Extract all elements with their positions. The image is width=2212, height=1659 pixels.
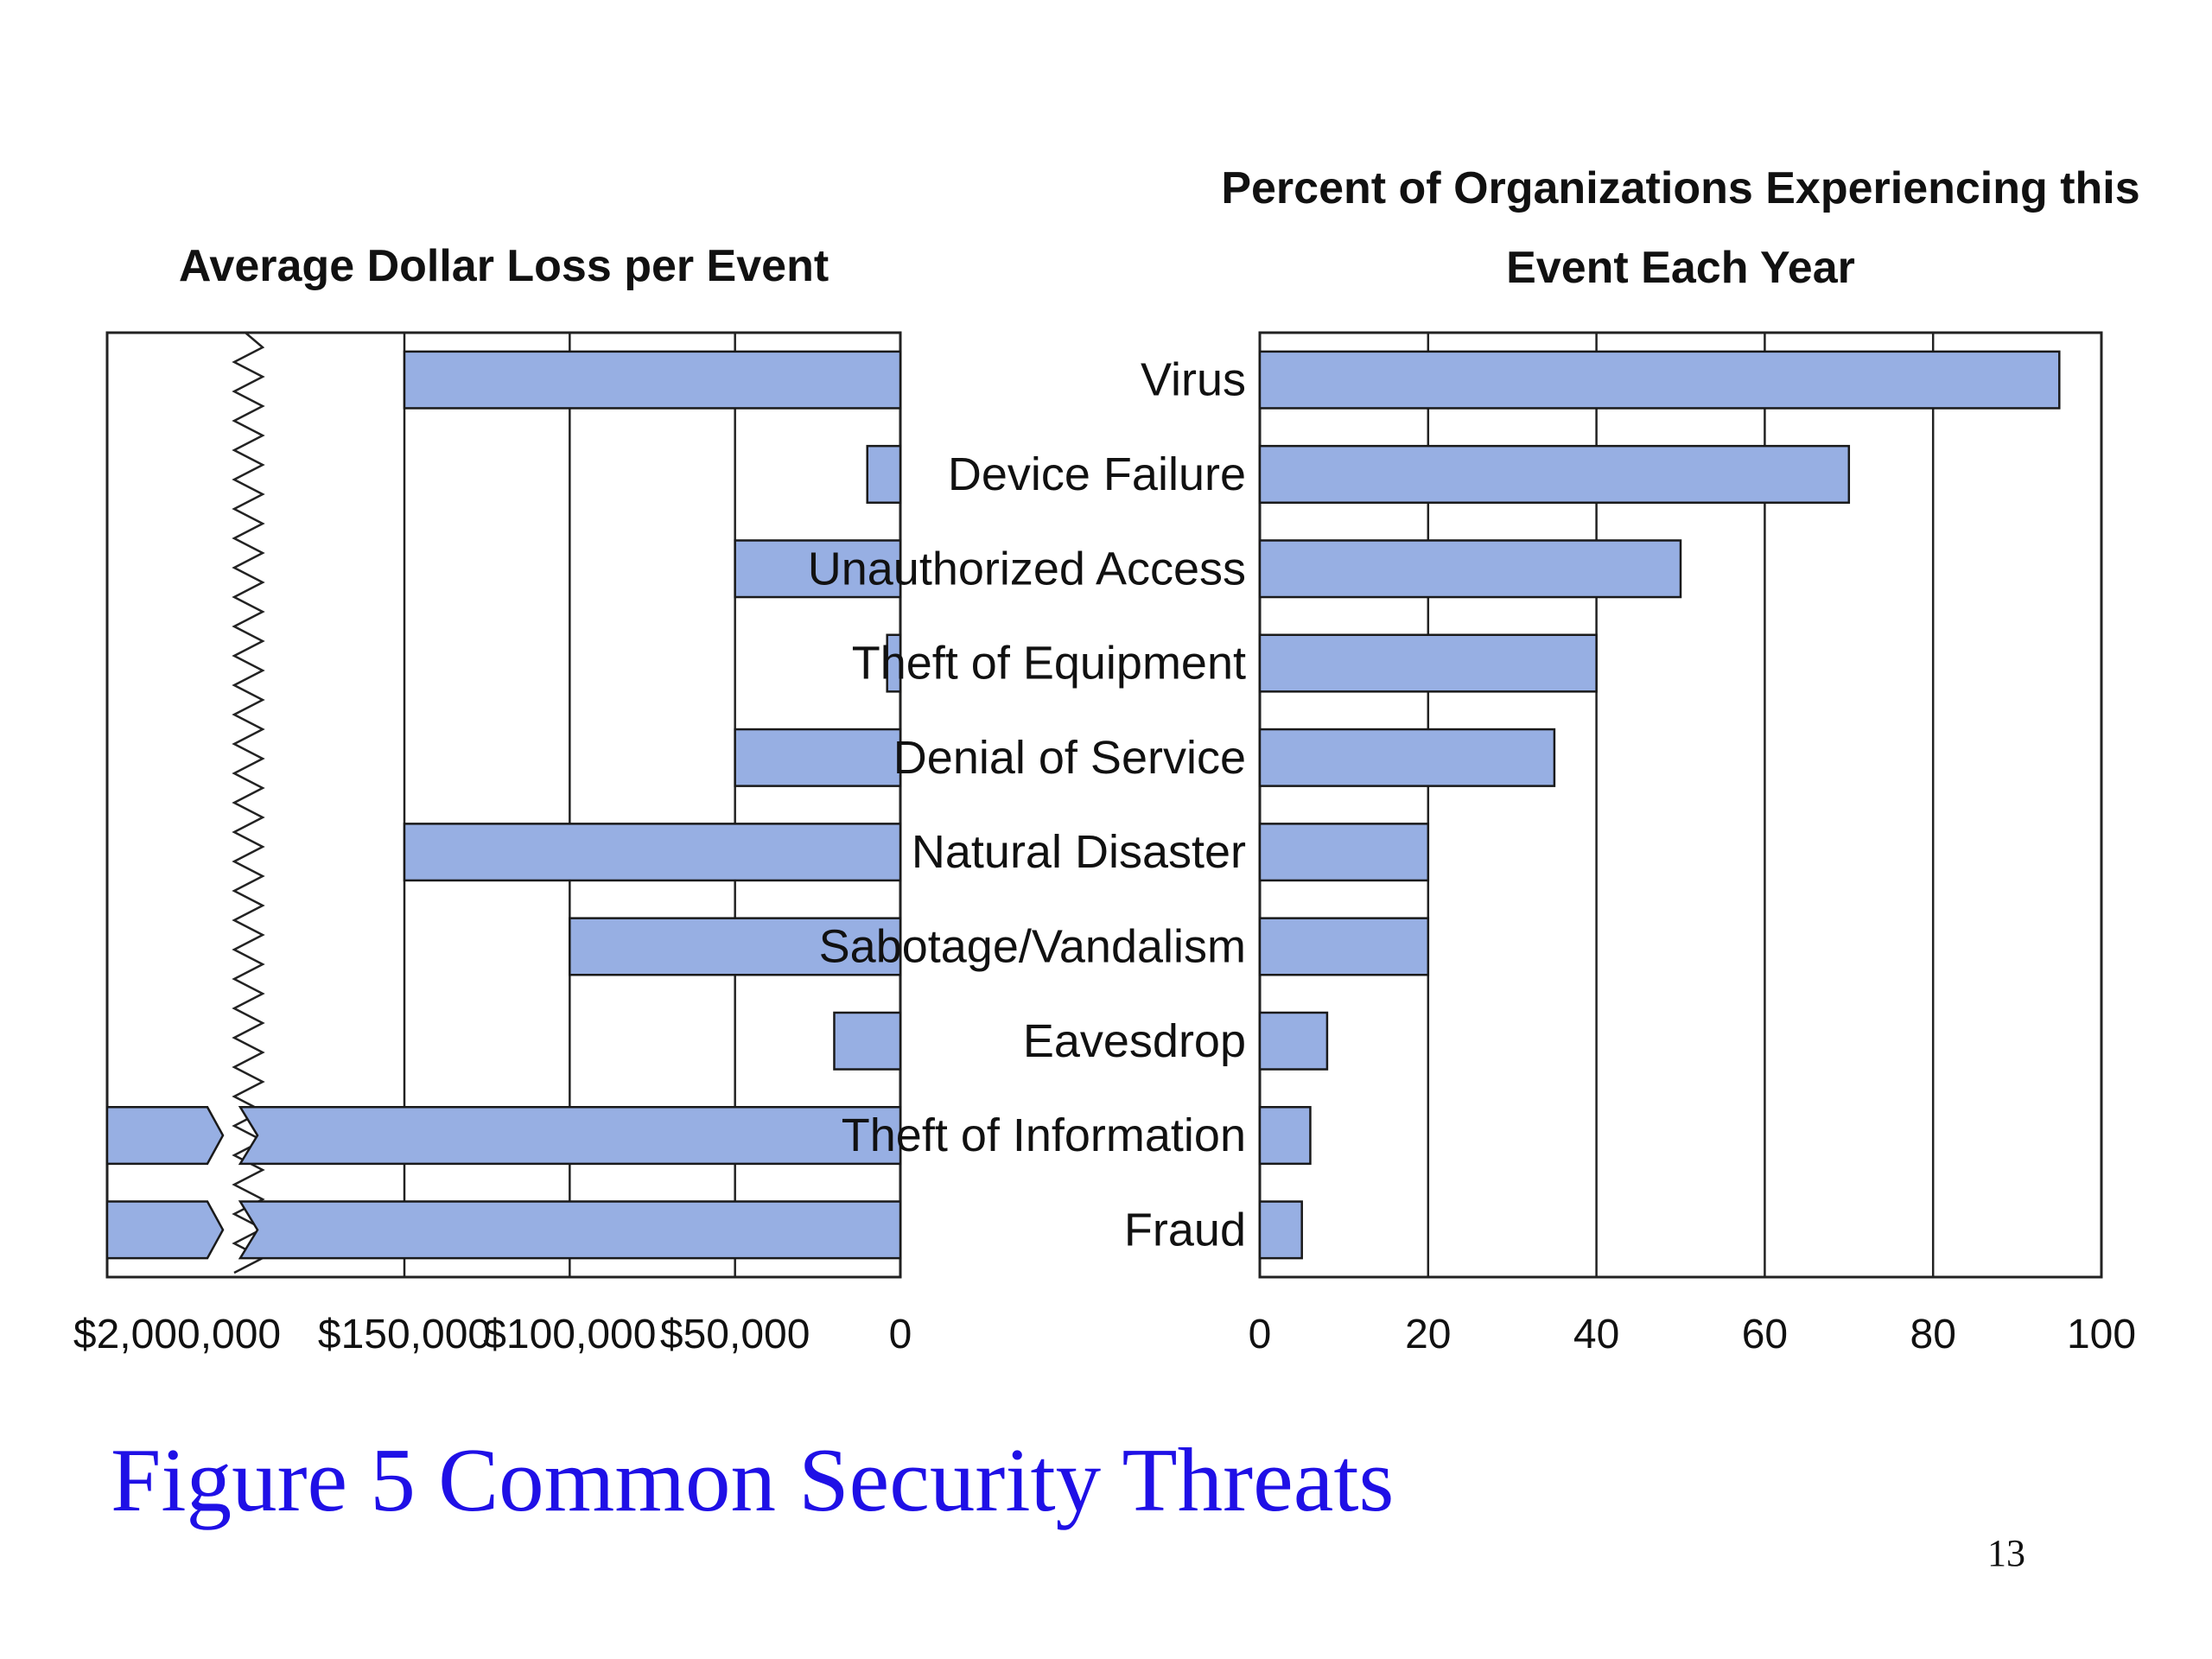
right-tick-label: 100 bbox=[2067, 1312, 2136, 1357]
left-bar bbox=[403, 350, 902, 410]
category-label: Unauthorized Access bbox=[808, 543, 1246, 594]
right-chart-title-line: Event Each Year bbox=[1506, 243, 1855, 293]
left-bar bbox=[105, 1106, 225, 1166]
left-tick-label: $50,000 bbox=[660, 1312, 810, 1357]
category-label: Sabotage/Vandalism bbox=[819, 920, 1246, 972]
category-label: Virus bbox=[1141, 354, 1246, 406]
category-label: Eavesdrop bbox=[1023, 1015, 1246, 1067]
right-plot-frame bbox=[1258, 331, 2103, 1279]
left-bar bbox=[238, 1106, 902, 1166]
slide-title: Figure 5 Common Security Threats bbox=[111, 1429, 1395, 1530]
left-tick-label: 0 bbox=[889, 1312, 912, 1357]
right-tick-label: 40 bbox=[1573, 1312, 1619, 1357]
left-tick-label: $100,000 bbox=[483, 1312, 656, 1357]
category-label: Natural Disaster bbox=[912, 826, 1246, 878]
security-threats-chart: 0 $50,000$100,000$150,000 $2,000,000 Averag… bbox=[73, 163, 2140, 1357]
right-bar bbox=[1258, 728, 1556, 787]
right-bar bbox=[1258, 1011, 1329, 1071]
left-bar bbox=[403, 823, 902, 882]
right-tick-label: 0 bbox=[1249, 1312, 1272, 1357]
category-label: Device Failure bbox=[948, 448, 1246, 500]
left-plot-frame bbox=[105, 331, 902, 1279]
category-label: Denial of Service bbox=[893, 732, 1246, 784]
slide-number: 13 bbox=[1987, 1532, 2025, 1574]
right-tick-label: 60 bbox=[1742, 1312, 1788, 1357]
left-tick-label: $2,000,000 bbox=[73, 1312, 281, 1357]
right-bar bbox=[1258, 917, 1430, 976]
left-bar bbox=[569, 917, 902, 976]
right-bar bbox=[1258, 444, 1851, 504]
right-tick-label: 80 bbox=[1910, 1312, 1956, 1357]
right-bar bbox=[1258, 539, 1682, 599]
left-bar bbox=[886, 633, 902, 693]
left-bar bbox=[866, 444, 902, 504]
right-bar bbox=[1258, 633, 1598, 693]
right-bar bbox=[1258, 1200, 1303, 1260]
left-bar bbox=[105, 1200, 225, 1260]
left-tick-label: $150,000 bbox=[318, 1312, 491, 1357]
right-bar bbox=[1258, 823, 1430, 882]
right-bar bbox=[1258, 1106, 1312, 1166]
category-label: Theft of Information bbox=[842, 1109, 1246, 1161]
left-bar bbox=[734, 539, 902, 599]
category-label: Fraud bbox=[1124, 1204, 1246, 1255]
left-bar bbox=[238, 1200, 902, 1260]
left-bar bbox=[734, 728, 902, 787]
right-bar bbox=[1258, 350, 2061, 410]
left-chart-title: Average Dollar Loss per Event bbox=[179, 241, 829, 291]
right-chart-title-line: Percent of Organizations Experiencing th… bbox=[1221, 163, 2139, 213]
category-label: Theft of Equipment bbox=[852, 638, 1246, 690]
left-bar bbox=[833, 1011, 902, 1071]
right-tick-label: 20 bbox=[1405, 1312, 1451, 1357]
